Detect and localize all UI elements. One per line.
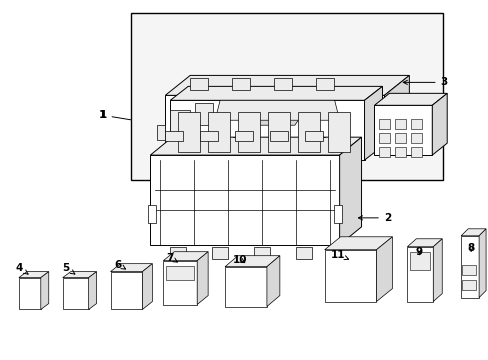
Polygon shape [339,137,361,245]
Polygon shape [170,100,364,160]
Polygon shape [19,278,41,310]
Polygon shape [163,252,208,261]
Polygon shape [41,272,49,310]
Bar [165,131,183,141]
Bar [315,78,333,90]
Polygon shape [163,261,197,305]
Polygon shape [62,272,96,278]
Text: 6: 6 [115,260,125,270]
Bar [395,133,406,143]
Bar [273,78,291,90]
Polygon shape [19,272,49,278]
Bar [212,247,227,259]
Bar [295,247,311,259]
Bar [395,119,406,129]
Bar [410,119,422,129]
Polygon shape [407,247,432,302]
Polygon shape [197,252,208,305]
Text: 4: 4 [15,263,28,274]
Polygon shape [165,95,384,150]
Bar [327,112,349,152]
Bar [409,252,429,270]
Polygon shape [157,125,165,140]
Polygon shape [374,93,447,105]
Bar [131,13,442,180]
Bar [232,78,249,90]
Bar [269,131,287,141]
Bar [304,131,322,141]
Text: 7: 7 [166,253,177,263]
Polygon shape [374,105,431,155]
Polygon shape [224,267,266,306]
Polygon shape [324,250,376,302]
Bar [267,112,289,152]
Polygon shape [431,93,447,155]
Polygon shape [324,237,392,250]
Text: 1: 1 [99,110,130,120]
Polygon shape [460,236,478,298]
Polygon shape [376,237,392,302]
Bar [333,205,341,223]
Polygon shape [244,118,299,125]
Polygon shape [150,137,361,155]
Bar [170,110,190,135]
Bar [379,133,389,143]
Bar [395,147,406,157]
Polygon shape [478,229,485,298]
Bar [461,280,475,289]
Bar [235,131,252,141]
Bar [166,266,194,280]
Polygon shape [364,86,382,160]
Bar [461,265,475,275]
Bar [208,112,229,152]
Bar [178,112,200,152]
Text: 10: 10 [232,255,247,265]
Polygon shape [224,256,279,267]
Polygon shape [150,155,339,245]
Polygon shape [88,272,96,310]
Polygon shape [110,264,152,272]
Text: 11: 11 [330,250,348,260]
Text: 2: 2 [358,213,390,223]
Polygon shape [384,75,408,150]
Bar [297,112,319,152]
Bar [200,131,218,141]
Polygon shape [165,75,408,95]
Text: 9: 9 [415,247,422,257]
Text: 8: 8 [467,243,474,253]
Bar [195,103,213,125]
Bar [379,119,389,129]
Text: 3: 3 [403,77,447,87]
Polygon shape [215,100,339,120]
Text: 1: 1 [100,110,107,120]
Bar [190,78,208,90]
Polygon shape [142,264,152,310]
Bar [148,205,156,223]
Bar [410,147,422,157]
Bar [170,247,186,259]
Polygon shape [432,239,441,302]
Polygon shape [170,86,382,100]
Polygon shape [407,239,441,247]
Polygon shape [266,256,279,306]
Text: 5: 5 [62,263,75,274]
Polygon shape [460,229,485,236]
Bar [379,147,389,157]
Bar [238,112,260,152]
Polygon shape [110,272,142,310]
Bar [410,133,422,143]
Bar [253,247,269,259]
Polygon shape [62,278,88,310]
